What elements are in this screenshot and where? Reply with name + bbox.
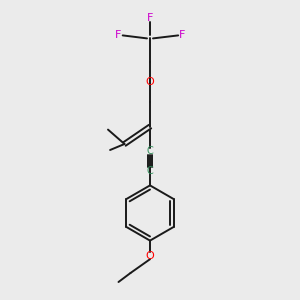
Text: C: C [147,166,153,176]
Text: O: O [146,76,154,87]
Text: F: F [147,13,153,23]
Text: F: F [179,30,186,40]
Text: C: C [147,146,153,157]
Text: F: F [115,30,122,40]
Text: O: O [146,250,154,261]
